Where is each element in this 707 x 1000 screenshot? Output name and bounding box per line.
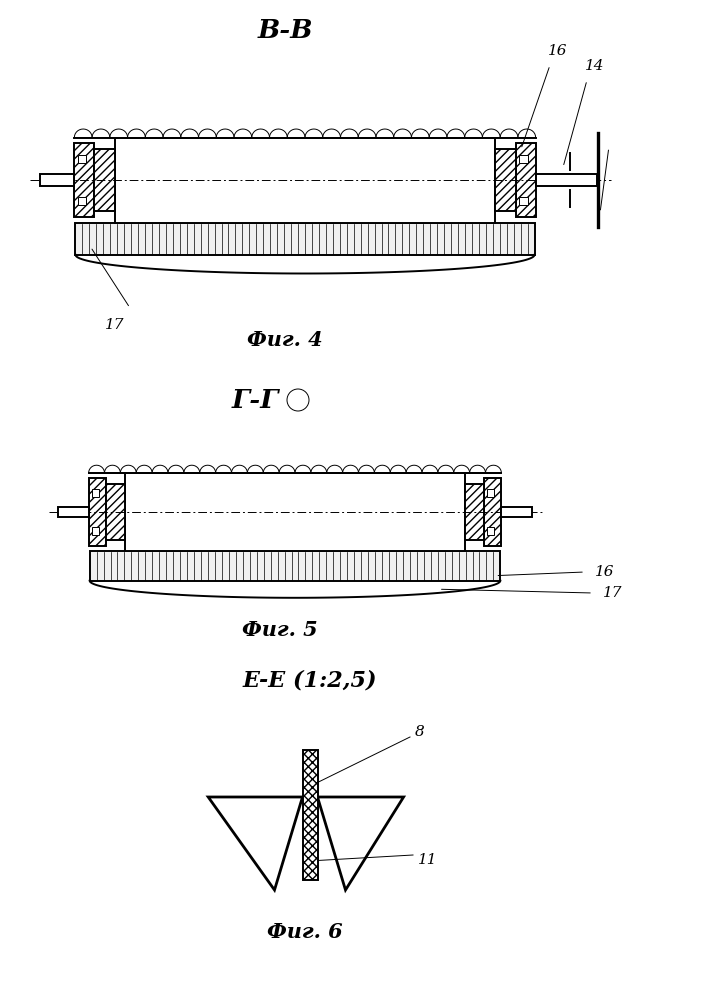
Bar bbox=[58, 507, 88, 517]
Text: 16: 16 bbox=[595, 565, 614, 579]
Bar bbox=[76, 223, 534, 255]
Bar bbox=[486, 527, 494, 535]
Polygon shape bbox=[211, 800, 300, 885]
Circle shape bbox=[287, 389, 309, 411]
Bar bbox=[501, 507, 532, 517]
Bar bbox=[40, 174, 74, 186]
Bar bbox=[519, 197, 528, 205]
Bar bbox=[106, 484, 125, 540]
Text: 17: 17 bbox=[105, 318, 124, 332]
Bar bbox=[106, 484, 125, 540]
Bar bbox=[74, 143, 94, 217]
Bar bbox=[536, 174, 597, 186]
Bar bbox=[88, 478, 106, 546]
Polygon shape bbox=[317, 797, 404, 890]
Bar bbox=[516, 143, 536, 217]
Bar bbox=[495, 149, 516, 211]
Text: Фиг. 6: Фиг. 6 bbox=[267, 922, 343, 942]
Bar bbox=[74, 143, 94, 217]
Bar bbox=[495, 149, 516, 211]
Text: Фиг. 5: Фиг. 5 bbox=[243, 620, 318, 640]
Bar bbox=[303, 750, 317, 880]
Bar bbox=[78, 197, 86, 205]
Bar bbox=[486, 489, 494, 497]
Bar bbox=[484, 478, 501, 546]
Bar bbox=[465, 484, 484, 540]
Bar bbox=[92, 489, 100, 497]
Bar bbox=[484, 478, 501, 546]
Polygon shape bbox=[320, 800, 401, 885]
Text: 11: 11 bbox=[418, 853, 438, 867]
Bar bbox=[92, 527, 100, 535]
Bar bbox=[94, 149, 115, 211]
Text: 14: 14 bbox=[585, 59, 604, 73]
Bar bbox=[88, 478, 106, 546]
Bar bbox=[90, 551, 501, 581]
Bar bbox=[115, 137, 495, 223]
Text: В-В: В-В bbox=[257, 17, 312, 42]
Bar bbox=[465, 484, 484, 540]
Bar bbox=[125, 473, 465, 551]
Polygon shape bbox=[208, 797, 303, 890]
Bar bbox=[94, 149, 115, 211]
Text: Фиг. 4: Фиг. 4 bbox=[247, 330, 323, 350]
Bar bbox=[519, 155, 528, 163]
Bar bbox=[303, 750, 317, 880]
Text: 17: 17 bbox=[603, 586, 622, 600]
Text: Е-Е (1:2,5): Е-Е (1:2,5) bbox=[243, 669, 378, 691]
Bar bbox=[516, 143, 536, 217]
Text: 16: 16 bbox=[548, 44, 568, 58]
Text: 8: 8 bbox=[415, 725, 425, 739]
Bar bbox=[78, 155, 86, 163]
Text: Г-Г: Г-Г bbox=[231, 387, 279, 412]
